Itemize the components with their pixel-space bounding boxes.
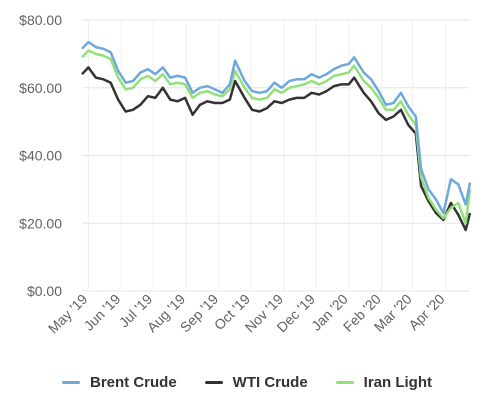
- y-tick-label: $40.00: [19, 148, 62, 164]
- grid-lines: [82, 19, 470, 292]
- x-tick-label: Apr '20: [405, 291, 448, 334]
- legend-label-wti: WTI Crude: [232, 374, 308, 391]
- legend-item-brent[interactable]: Brent Crude: [61, 374, 177, 391]
- y-tick-label: $60.00: [19, 80, 62, 96]
- series-line-brent-crude: [81, 40, 472, 215]
- legend-swatch-iran: [335, 381, 354, 384]
- series-line-iran-light: [81, 49, 472, 225]
- y-tick-label: $80.00: [19, 12, 62, 28]
- legend-swatch-brent: [61, 381, 80, 384]
- y-tick-label: $20.00: [19, 215, 62, 231]
- x-tick-label: Jun '19: [81, 291, 124, 334]
- legend-item-wti[interactable]: WTI Crude: [204, 374, 308, 391]
- legend-swatch-wti: [204, 381, 223, 384]
- series-lines: [81, 40, 472, 232]
- y-tick-label: $0.00: [27, 283, 62, 299]
- series-line-wti-crude: [81, 66, 472, 232]
- legend-item-iran[interactable]: Iran Light: [335, 374, 432, 391]
- legend-label-iran: Iran Light: [363, 374, 432, 391]
- legend-label-brent: Brent Crude: [89, 374, 177, 391]
- y-axis-tick-labels: $0.00 $20.00 $40.00 $60.00 $80.00: [19, 12, 62, 299]
- chart-legend: Brent Crude WTI Crude Iran Light: [0, 374, 494, 391]
